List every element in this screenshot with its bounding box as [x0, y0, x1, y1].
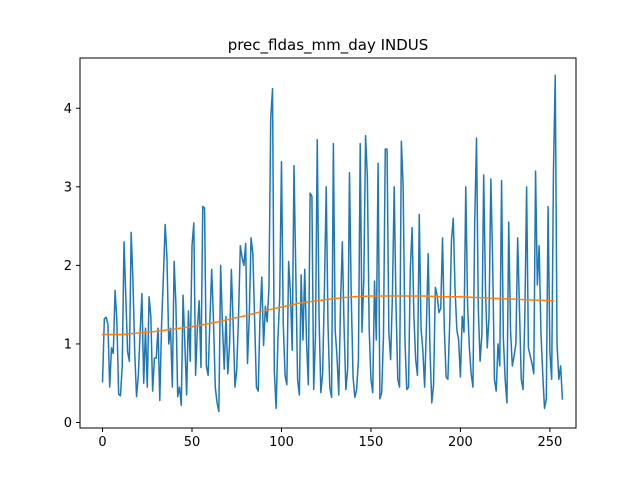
x-tick-label: 200 — [448, 435, 473, 450]
series-line-2 — [101, 295, 555, 336]
x-tick-label: 0 — [98, 435, 106, 450]
y-tick-label: 4 — [64, 102, 72, 117]
y-tick-label: 3 — [64, 180, 72, 195]
x-axis: 0 50 100 150 200 250 — [98, 428, 562, 450]
y-tick-label: 0 — [64, 416, 72, 431]
x-tick-label: 50 — [184, 435, 201, 450]
chart-title: prec_fldas_mm_day INDUS — [228, 36, 429, 55]
x-tick-label: 100 — [269, 435, 294, 450]
x-tick-label: 150 — [359, 435, 384, 450]
x-tick-label: 250 — [537, 435, 562, 450]
y-axis: 0 1 2 3 4 — [64, 102, 80, 431]
y-tick-label: 2 — [64, 259, 72, 274]
plot-content — [101, 74, 564, 413]
plot-area-frame — [79, 57, 577, 429]
y-tick-label: 1 — [64, 337, 72, 352]
